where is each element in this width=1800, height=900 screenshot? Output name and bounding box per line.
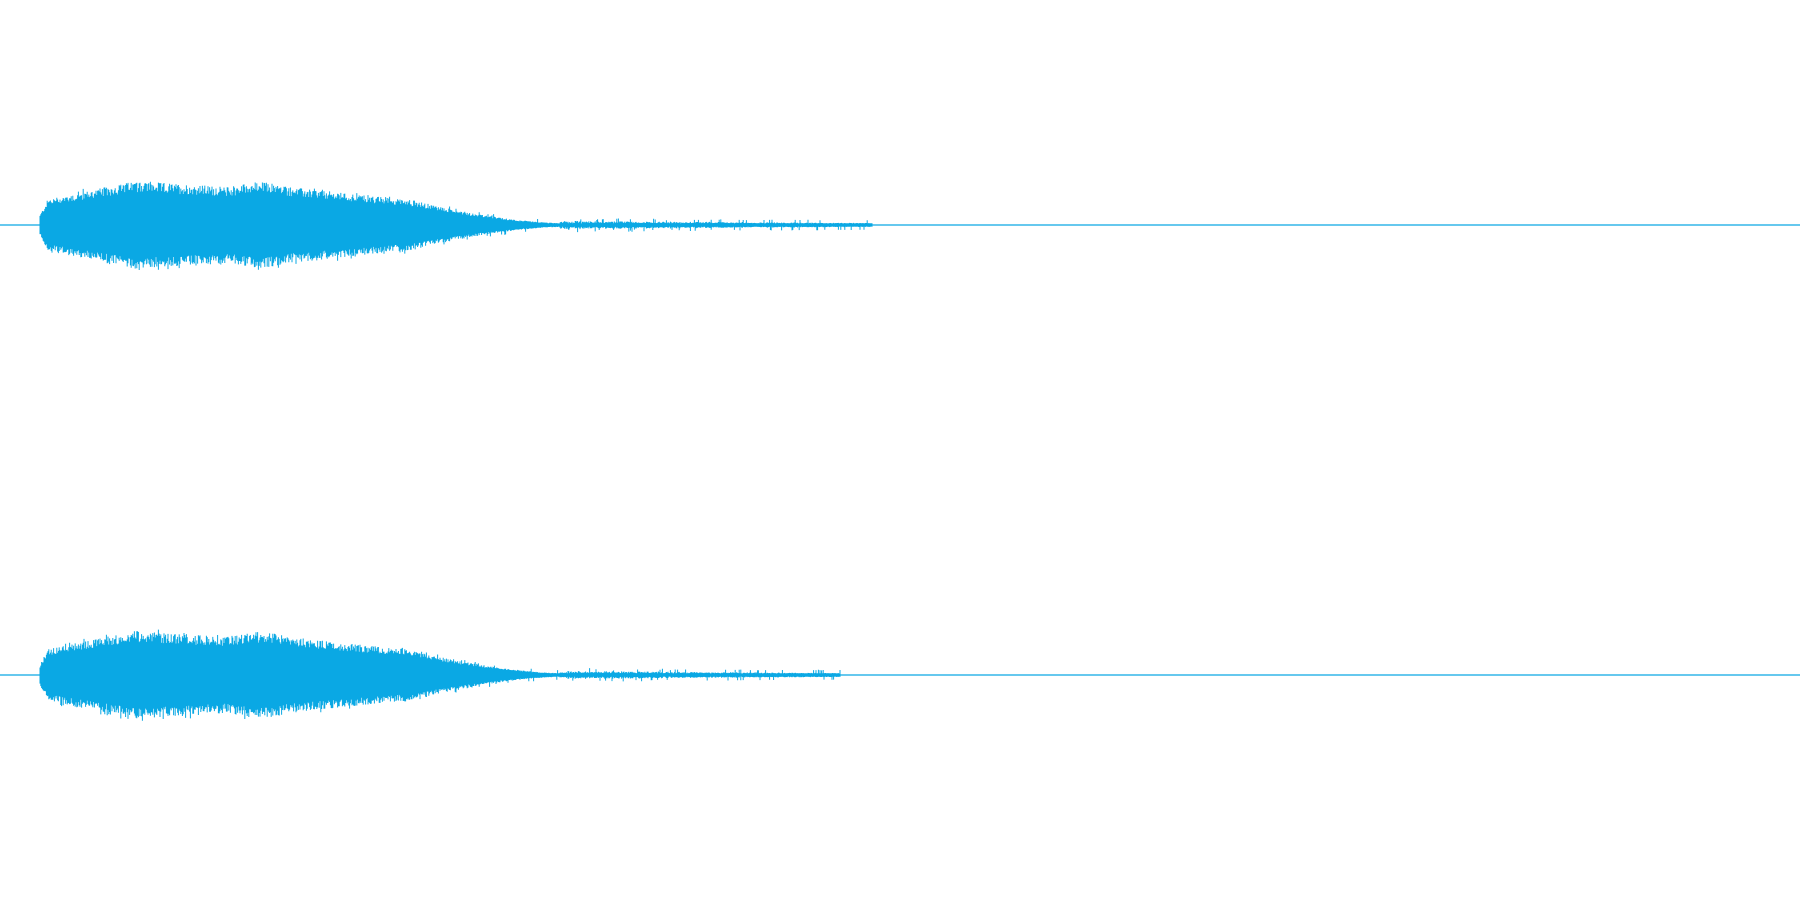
waveform-channel bbox=[39, 629, 841, 721]
waveform-channel bbox=[39, 181, 873, 270]
